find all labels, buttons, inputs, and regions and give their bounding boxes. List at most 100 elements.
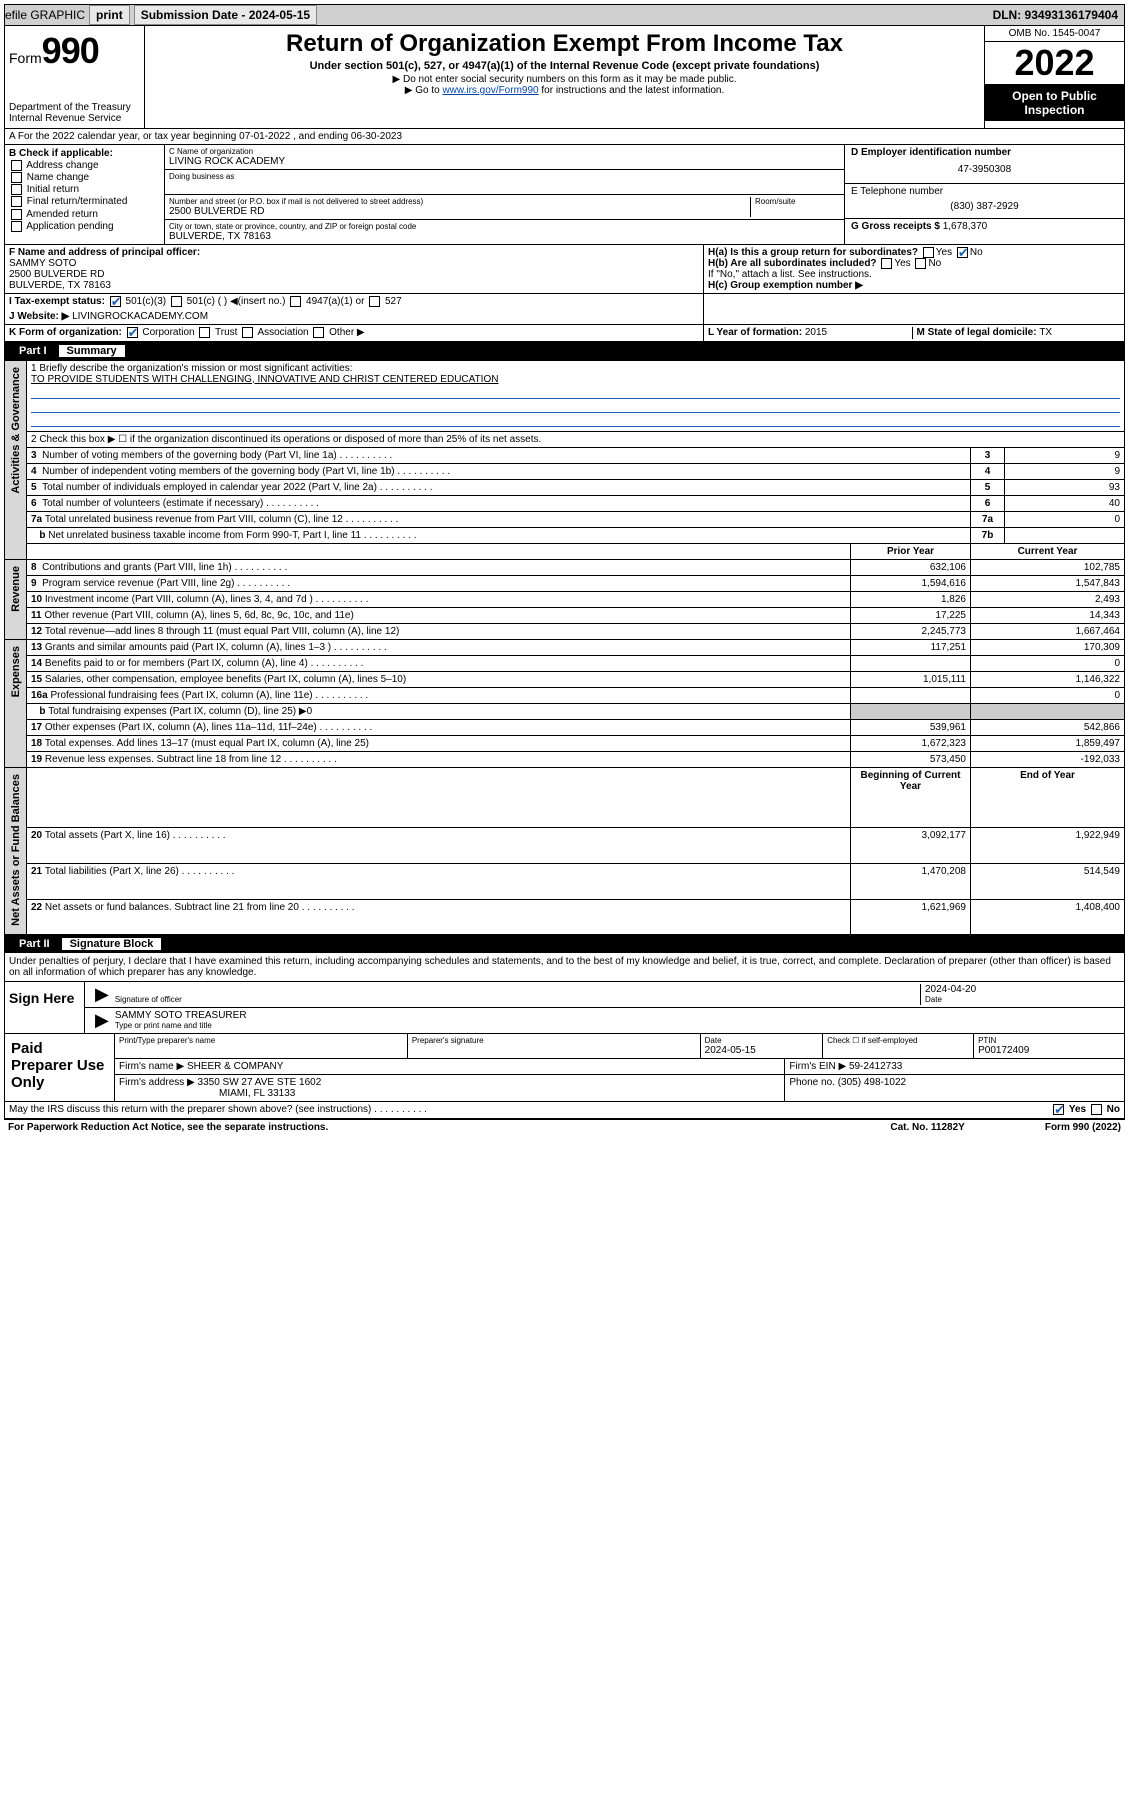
prep-row-3: Firm's address ▶ 3350 SW 27 AVE STE 1602…: [115, 1075, 1124, 1101]
hb-no-cb[interactable]: [915, 258, 926, 269]
city-cell: City or town, state or province, country…: [165, 220, 844, 244]
h-block: H(a) Is this a group return for subordin…: [704, 245, 1124, 293]
col-c-org-info: C Name of organization LIVING ROCK ACADE…: [165, 145, 844, 244]
opt-501c3: 501(c)(3): [126, 296, 167, 307]
line-text: Total number of volunteers (estimate if …: [42, 498, 319, 509]
officer-label: F Name and address of principal officer:: [9, 247, 699, 258]
cb-label: Amended return: [26, 209, 98, 220]
summary-table: Activities & Governance 1 Briefly descri…: [4, 360, 1125, 936]
cy-val: 0: [971, 687, 1125, 703]
line-text: Total expenses. Add lines 13–17 (must eq…: [45, 738, 369, 749]
py-val: 573,450: [851, 751, 971, 767]
goto-post: for instructions and the latest informat…: [539, 85, 725, 96]
tel-label: E Telephone number: [851, 186, 1118, 197]
line-val: 0: [1005, 511, 1125, 527]
line-text: Other revenue (Part VIII, column (A), li…: [44, 610, 353, 621]
officer-block: F Name and address of principal officer:…: [5, 245, 704, 293]
opt-trust: Trust: [215, 328, 237, 339]
py-val: [851, 687, 971, 703]
prep-row-1: Print/Type preparer's name Preparer's si…: [115, 1034, 1124, 1059]
line-4: 4 Number of independent voting members o…: [5, 463, 1125, 479]
cb-501c[interactable]: [171, 296, 182, 307]
firm-name: SHEER & COMPANY: [187, 1061, 284, 1072]
ein-cell: D Employer identification number 47-3950…: [845, 145, 1124, 184]
discuss-no-cb[interactable]: [1091, 1104, 1102, 1115]
website-label: J Website: ▶: [9, 311, 72, 322]
domicile-label: M State of legal domicile:: [917, 327, 1040, 338]
cb-other[interactable]: [313, 327, 324, 338]
py-val: 2,245,773: [851, 623, 971, 639]
cb-label: Initial return: [27, 184, 79, 195]
side-exp-text: Expenses: [10, 642, 22, 701]
cb-527[interactable]: [369, 296, 380, 307]
py-val: 1,594,616: [851, 575, 971, 591]
irs-link[interactable]: www.irs.gov/Form990: [442, 85, 538, 96]
cb-501c3[interactable]: [110, 296, 121, 307]
officer-name: SAMMY SOTO: [9, 258, 699, 269]
print-button[interactable]: print: [89, 5, 130, 25]
cb-initial-return[interactable]: Initial return: [9, 184, 160, 195]
cb-name-change[interactable]: Name change: [9, 172, 160, 183]
street-address: 2500 BULVERDE RD: [169, 206, 750, 217]
tax-year: 2022: [985, 42, 1124, 85]
row-ij: I Tax-exempt status: 501(c)(3) 501(c) ( …: [4, 294, 1125, 325]
cy-val: 1,146,322: [971, 671, 1125, 687]
form-990-page: efile GRAPHIC print Submission Date - 20…: [0, 0, 1129, 1139]
shaded-cell: [971, 703, 1125, 719]
line-text: Investment income (Part VIII, column (A)…: [45, 594, 368, 605]
line-val: 9: [1005, 447, 1125, 463]
form-org-label: K Form of organization:: [9, 328, 122, 339]
gross-cell: G Gross receipts $ 1,678,370: [845, 219, 1124, 234]
discuss-row: May the IRS discuss this return with the…: [4, 1102, 1125, 1118]
side-rev-text: Revenue: [10, 562, 22, 616]
room-suite-label: Room/suite: [750, 197, 840, 217]
current-year-hdr: Current Year: [971, 543, 1125, 559]
top-toolbar: efile GRAPHIC print Submission Date - 20…: [4, 4, 1125, 26]
cy-val: 1,667,464: [971, 623, 1125, 639]
prior-year-hdr: Prior Year: [851, 543, 971, 559]
line-text: Number of voting members of the governin…: [42, 450, 392, 461]
cb-address-change[interactable]: Address change: [9, 160, 160, 171]
section-bcd: B Check if applicable: Address change Na…: [4, 145, 1125, 245]
dba-cell: Doing business as: [165, 170, 844, 195]
cb-4947[interactable]: [290, 296, 301, 307]
discuss-yes-cb[interactable]: [1053, 1104, 1064, 1115]
ha-no-cb[interactable]: [957, 247, 968, 258]
yes-label: Yes: [936, 247, 952, 258]
line-text: Net unrelated business taxable income fr…: [48, 530, 416, 541]
line-3: 3 Number of voting members of the govern…: [5, 447, 1125, 463]
side-governance: Activities & Governance: [5, 360, 27, 559]
line-text: Number of independent voting members of …: [42, 466, 450, 477]
prep-row-2: Firm's name ▶ SHEER & COMPANY Firm's EIN…: [115, 1059, 1124, 1075]
org-name-cell: C Name of organization LIVING ROCK ACADE…: [165, 145, 844, 170]
cb-corp[interactable]: [127, 327, 138, 338]
cb-app-pending[interactable]: Application pending: [9, 221, 160, 232]
paid-preparer-label: Paid Preparer Use Only: [5, 1034, 115, 1101]
cy-val: 514,549: [971, 863, 1125, 899]
ptin-value: P00172409: [978, 1045, 1120, 1056]
shaded-cell: [851, 703, 971, 719]
cb-final-return[interactable]: Final return/terminated: [9, 196, 160, 207]
address-cell: Number and street (or P.O. box if mail i…: [165, 195, 844, 220]
cb-label: Application pending: [26, 221, 113, 232]
firm-ein: 59-2412733: [849, 1061, 902, 1072]
ha-yes-cb[interactable]: [923, 247, 934, 258]
line-7b: b Net unrelated business taxable income …: [5, 527, 1125, 543]
prep-sig-label: Preparer's signature: [412, 1036, 696, 1045]
cy-val: 102,785: [971, 559, 1125, 575]
prep-date-label: Date: [705, 1036, 819, 1045]
submission-date-button[interactable]: Submission Date - 2024-05-15: [134, 5, 317, 25]
cb-assoc[interactable]: [242, 327, 253, 338]
hb-yes-cb[interactable]: [881, 258, 892, 269]
hb-label: H(b) Are all subordinates included?: [708, 258, 877, 269]
cb-amended[interactable]: Amended return: [9, 209, 160, 220]
arrow-icon: ▶: [89, 984, 115, 1005]
form-title: Return of Organization Exempt From Incom…: [149, 30, 980, 58]
cy-val: 1,922,949: [971, 827, 1125, 863]
line-box: 3: [971, 447, 1005, 463]
mission-blank-line: [31, 415, 1120, 427]
line-box: 4: [971, 463, 1005, 479]
city-state-zip: BULVERDE, TX 78163: [169, 231, 840, 242]
cb-trust[interactable]: [199, 327, 210, 338]
opt-501c: 501(c) ( ) ◀(insert no.): [187, 296, 286, 307]
